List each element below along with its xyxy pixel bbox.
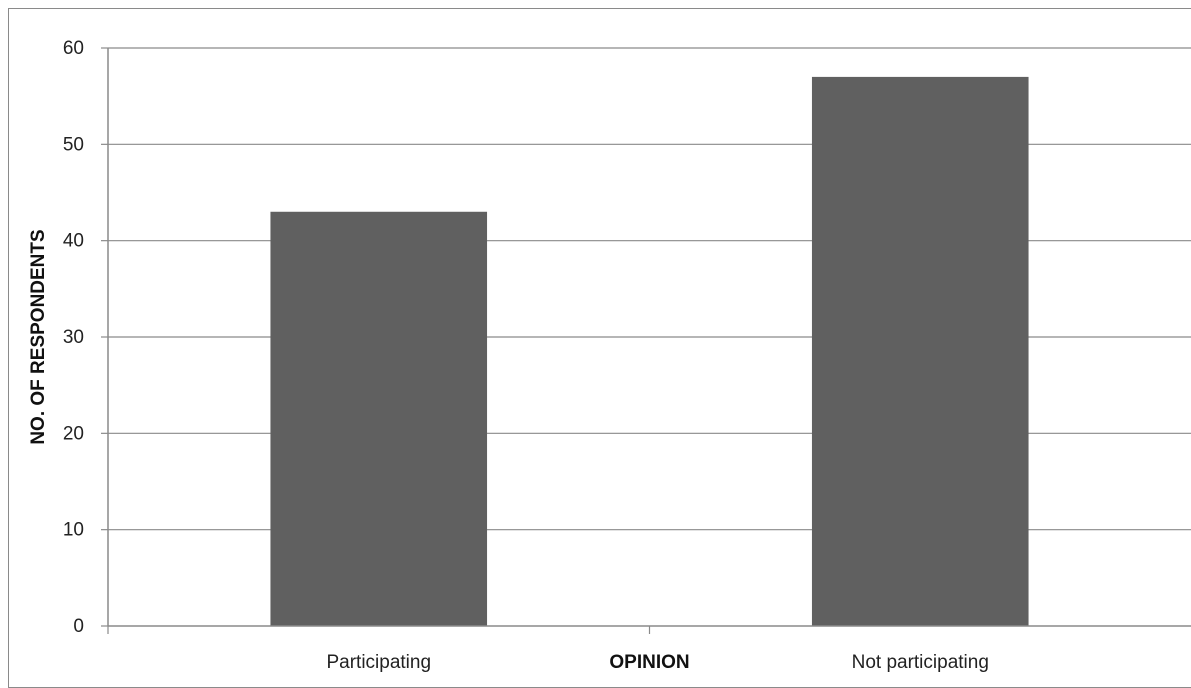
y-tick-label-40: 40 <box>63 231 84 252</box>
y-tick-labels: 0 10 20 30 40 50 60 <box>63 38 108 637</box>
bar-not-participating <box>811 76 1029 626</box>
x-tick-label-participating: Participating <box>326 652 431 673</box>
y-tick-label-20: 20 <box>63 423 84 444</box>
y-axis-title: NO. OF RESPONDENTS <box>28 229 49 444</box>
bar-participating <box>270 211 488 626</box>
y-tick-label-30: 30 <box>63 327 84 348</box>
y-tick-label-0: 0 <box>73 616 84 637</box>
y-tick-label-60: 60 <box>63 38 84 59</box>
y-tick-label-10: 10 <box>63 520 84 541</box>
x-tick-labels: Participating Not participating <box>107 626 989 673</box>
bars <box>270 76 1029 626</box>
y-tick-label-50: 50 <box>63 134 84 155</box>
x-tick-label-not-participating: Not participating <box>852 652 989 673</box>
x-axis-title: OPINION <box>609 652 689 673</box>
